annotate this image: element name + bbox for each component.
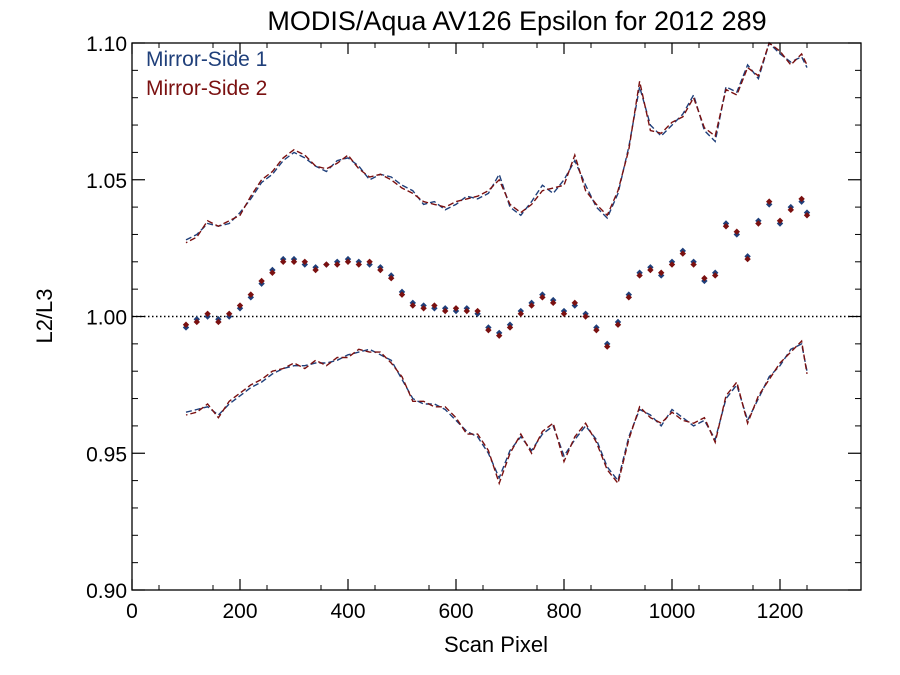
series-1-lower-bound	[185, 342, 808, 483]
y-tick-label: 0.90	[86, 580, 127, 603]
series-2-point	[560, 310, 568, 317]
series-2-point	[647, 266, 654, 274]
series-2-point	[182, 321, 190, 328]
series-2-point	[787, 206, 794, 214]
series-2-point	[798, 195, 805, 203]
series-2-point	[290, 258, 298, 265]
series-2-point	[355, 261, 362, 268]
x-tick-label: 1200	[757, 600, 804, 623]
x-tick-label: 200	[222, 600, 257, 623]
series-2-point	[344, 258, 352, 265]
series-2-lower-bound	[185, 339, 808, 486]
series-2-point	[593, 326, 600, 334]
series-2-point	[366, 258, 373, 265]
series-2-point	[312, 266, 319, 274]
series-2-point	[722, 223, 730, 230]
series-2-point	[431, 302, 438, 309]
series-2-point	[398, 291, 406, 298]
x-tick-label: 400	[330, 600, 365, 623]
series-2-point	[236, 302, 244, 309]
series-2-point	[679, 250, 686, 257]
series-2-point	[204, 310, 211, 317]
series-2-point	[420, 305, 427, 312]
x-tick-label: 1000	[649, 600, 696, 623]
series-2-point	[712, 272, 719, 279]
series-2-point	[803, 212, 811, 219]
series-2-point	[474, 307, 481, 315]
series-2-point	[301, 258, 308, 265]
legend-mirror-side-2: Mirror-Side 2	[146, 77, 267, 100]
series-2-point	[280, 258, 287, 265]
plot-frame	[131, 42, 862, 591]
series-2-point	[528, 302, 535, 309]
series-2-point	[517, 310, 524, 317]
series-2-point	[193, 318, 200, 326]
legend-mirror-side-1: Mirror-Side 1	[146, 48, 267, 71]
series-2-point	[733, 228, 740, 235]
y-tick-label: 1.05	[86, 170, 127, 193]
x-tick-label: 600	[438, 600, 473, 623]
series-2-point	[690, 261, 697, 268]
series-2-point	[636, 272, 643, 279]
chart-title: MODIS/Aqua AV126 Epsilon for 2012 289	[267, 6, 766, 36]
series-2-point	[496, 332, 503, 339]
series-1-upper-bound	[185, 41, 808, 241]
series-2-point	[539, 294, 546, 301]
y-tick-label: 0.95	[86, 443, 127, 466]
x-axis-label: Scan Pixel	[444, 632, 548, 657]
series-2-point	[452, 305, 460, 312]
series-2-point	[388, 275, 395, 282]
series-2-point	[701, 275, 708, 282]
series-2-point	[377, 266, 384, 274]
series-2-point	[604, 343, 611, 350]
series-2-point	[409, 302, 416, 309]
series-2-point	[485, 326, 492, 334]
x-tick-label: 800	[546, 600, 581, 623]
y-tick-label: 1.10	[86, 33, 127, 56]
series-2-point	[226, 310, 233, 317]
series-2-point	[755, 220, 762, 227]
series-2-point	[776, 217, 784, 224]
series-2-point	[766, 198, 773, 205]
series-2-point	[625, 294, 632, 301]
series-2-point	[550, 299, 557, 307]
series-2-point	[334, 261, 341, 268]
series-2-point	[614, 321, 622, 328]
series-2-point	[247, 291, 254, 298]
series-2-point	[582, 313, 589, 320]
series-2-point	[658, 269, 665, 276]
series-2-point	[571, 299, 578, 307]
series-2-point	[215, 318, 222, 326]
y-tick-label: 1.00	[86, 307, 127, 330]
series-2-point	[442, 307, 449, 315]
series-2-point	[323, 261, 330, 268]
series-2-point	[269, 269, 276, 276]
series-2-point	[463, 307, 470, 315]
series-2-point	[258, 277, 265, 285]
y-axis-label: L2/L3	[32, 288, 57, 343]
series-2-upper-bound	[185, 41, 808, 244]
x-tick-label: 0	[126, 600, 138, 623]
series-2-point	[668, 261, 676, 268]
series-2-point	[744, 255, 751, 263]
series-2-point	[506, 324, 514, 331]
